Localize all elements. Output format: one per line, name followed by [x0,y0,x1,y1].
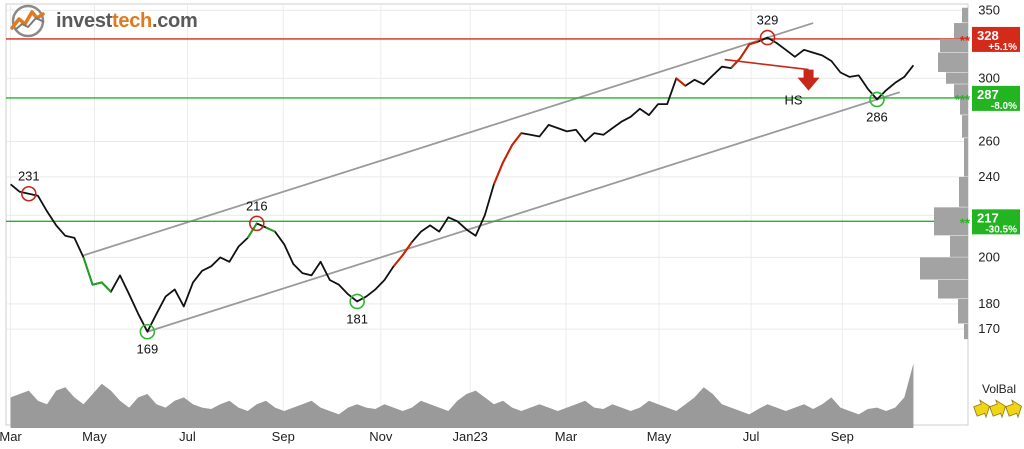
y-tick-180: 180 [978,296,1000,311]
signal-segment-2 [265,226,276,233]
hs-neckline [724,58,809,71]
trend-channel [83,22,901,333]
pivot-marker-329 [759,29,776,46]
x-tick-7: May [647,429,672,444]
pivot-label-181: 181 [346,311,368,326]
level-stars-328: ** [960,33,971,48]
chart-grid [5,3,969,426]
pivot-label-169: 169 [137,342,159,357]
x-axis: Mar May Jul Sep Nov Jan23 Mar May Jul Sep [0,429,854,444]
histogram-bar-1 [954,23,968,39]
y-tick-260: 260 [978,134,1000,149]
y-tick-170: 170 [978,321,1000,336]
investtech-logo-icon [10,4,45,38]
level-badge-change-287: -8.0% [991,101,1017,112]
signal-segment-1 [246,222,258,239]
histogram-bar-10 [934,207,968,236]
histogram-bar-7 [962,115,968,138]
histogram-bar-13 [938,280,968,299]
price-line [10,36,915,333]
histogram-bar-9 [959,176,968,207]
chart-annotations: 231 169 216 181 329 286 [18,13,888,357]
level-badge-change-217: -30.5% [985,224,1017,235]
histogram-bar-2 [940,38,968,53]
y-tick-240: 240 [978,169,1000,184]
level-badge-value-217: 217 [977,210,999,225]
hs-down-arrow-icon [797,69,820,91]
histogram-bar-4 [946,72,968,84]
y-tick-200: 200 [978,249,1000,264]
brand-part-1: invest [56,9,113,32]
volbal-arrow-icon-2 [1005,399,1022,419]
brand-part-2: tech [112,9,152,32]
pivot-label-216: 216 [246,198,268,213]
channel-lower-line [147,91,901,333]
plot-frame [5,3,969,426]
channel-upper-line [83,22,814,257]
signal-segment-6 [730,40,759,69]
level-stars-217: ** [960,215,971,230]
y-tick-350: 350 [978,2,1000,17]
pivot-label-286: 286 [866,109,888,124]
level-badge-328 [972,26,1020,52]
pivot-marker-286 [869,91,885,108]
histogram-bar-14 [958,299,968,324]
brand-logo[interactable]: investtech.com [6,4,198,38]
pivot-marker-231 [20,185,37,202]
histogram-bar-15 [964,323,968,340]
histogram-bar-8 [964,138,968,177]
brand-name: investtech.com [56,9,198,33]
pivot-marker-169 [139,323,156,340]
level-badge-value-328: 328 [977,28,999,43]
level-badges: ** 328+5.1% *** 287-8.0% ** 217-30.5% [955,26,1020,235]
level-badge-217 [972,209,1020,235]
x-tick-3: Sep [272,429,295,444]
volbal-arrow-icon-0 [973,399,990,419]
x-tick-1: May [82,429,107,444]
pivot-label-231: 231 [18,169,40,184]
volbal-arrow-icon-1 [989,399,1006,419]
histogram-bar-3 [938,52,968,72]
x-tick-9: Sep [831,429,854,444]
level-badge-value-287: 287 [977,87,999,102]
hs-pattern: HS [724,58,820,108]
signal-segment-4 [492,132,523,185]
x-tick-2: Jul [179,429,196,444]
histogram-bar-5 [954,84,968,98]
x-tick-0: Mar [0,429,22,444]
signal-segment-3 [392,241,413,267]
histogram-bar-0 [962,7,968,23]
signal-segment-5 [675,77,687,87]
level-badge-change-328: +5.1% [988,42,1017,53]
histogram-bar-12 [920,257,968,280]
volume-by-price-histogram [920,7,968,340]
volume-area [10,363,914,428]
volbal-label: VolBal [982,382,1016,396]
level-badge-287 [972,85,1020,111]
y-tick-300: 300 [978,70,1000,85]
pivot-label-329: 329 [757,13,779,28]
x-tick-4: Nov [369,429,393,444]
histogram-bar-11 [950,235,968,257]
hs-pattern-label: HS [785,93,803,108]
histogram-bar-6 [960,97,968,115]
x-tick-8: Jul [743,429,760,444]
pivot-marker-216 [248,215,265,232]
volume-balance-indicator: VolBal [973,382,1022,419]
x-tick-6: Mar [555,429,578,444]
brand-part-3: .com [151,9,198,32]
volume-series [10,363,914,428]
pivot-marker-181 [349,293,365,310]
x-tick-5: Jan23 [452,429,487,444]
price-series [10,36,915,333]
level-stars-287: *** [955,92,971,107]
support-resistance-levels [6,38,968,223]
signal-segment-0 [82,257,112,293]
